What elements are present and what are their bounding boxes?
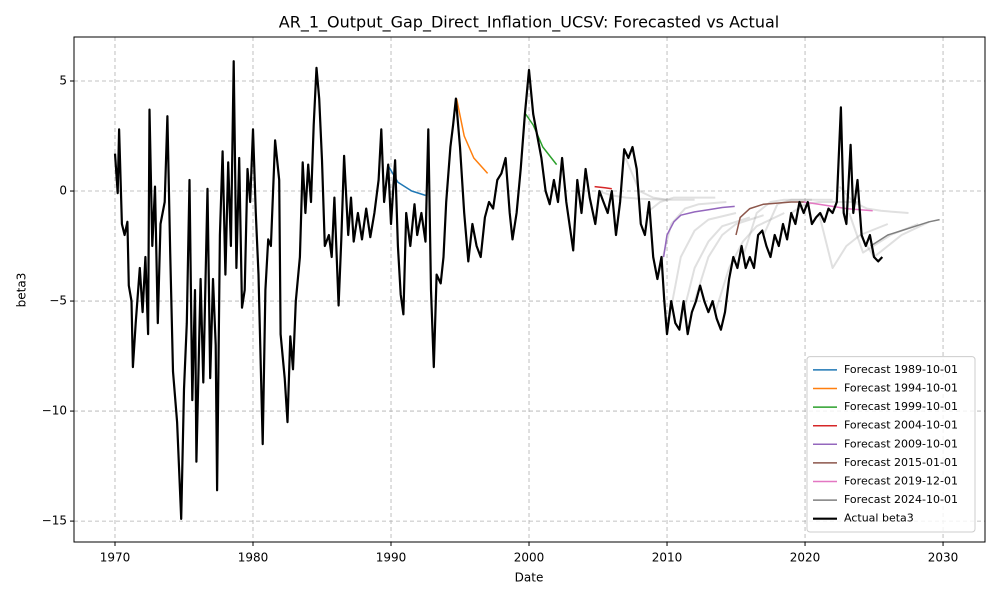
legend-label: Actual beta3 — [844, 512, 914, 525]
legend: Forecast 1989-10-01 Forecast 1994-10-01 Fo… — [806, 356, 976, 533]
background-forecast-line — [741, 198, 812, 258]
legend-box — [806, 356, 976, 533]
x-axis-label: Date — [515, 571, 544, 585]
chart-title: AR_1_Output_Gap_Direct_Inflation_UCSV: F… — [279, 13, 779, 33]
y-tick-label: 5 — [59, 74, 67, 88]
x-tick-label: 1990 — [376, 551, 407, 565]
x-tick-label: 1970 — [100, 551, 131, 565]
x-tick-label: 2000 — [514, 551, 545, 565]
series-line — [735, 201, 805, 236]
legend-label: Forecast 1994-10-01 — [844, 382, 958, 395]
background-forecast-line — [679, 216, 751, 324]
legend-label: Forecast 2009-10-01 — [844, 437, 958, 450]
y-tick-label: −5 — [49, 294, 67, 308]
series-line — [455, 98, 489, 174]
y-tick-label: −10 — [42, 404, 67, 418]
background-forecast-line — [762, 198, 833, 236]
series-line — [803, 201, 873, 212]
background-forecast-line — [597, 190, 668, 201]
x-tick-label: 2030 — [928, 551, 959, 565]
plot-frame — [73, 36, 986, 543]
legend-label: Forecast 1989-10-01 — [844, 363, 958, 376]
legend-label: Forecast 2019-12-01 — [844, 475, 958, 488]
series-line — [386, 164, 426, 197]
legend-label: Forecast 1999-10-01 — [844, 400, 958, 413]
x-tick-label: 2020 — [790, 551, 821, 565]
background-forecast-line — [714, 212, 785, 313]
background-forecast-line — [624, 157, 695, 201]
background-forecast-line — [645, 196, 716, 214]
series-line — [870, 218, 940, 247]
series-line — [662, 205, 735, 258]
legend-label: Forecast 2024-10-01 — [844, 493, 958, 506]
background-forecast-line — [859, 220, 930, 258]
background-forecast-line — [817, 212, 889, 269]
series-line — [594, 185, 612, 190]
x-tick-label: 1980 — [238, 551, 269, 565]
x-tick-label: 2010 — [652, 551, 683, 565]
legend-label: Forecast 2015-01-01 — [844, 456, 958, 469]
y-tick-label: 0 — [59, 184, 67, 198]
background-forecast-line — [693, 214, 764, 302]
series-line — [113, 60, 884, 520]
y-tick-label: −15 — [42, 514, 67, 528]
legend-label: Forecast 2004-10-01 — [844, 419, 958, 432]
background-forecast-line — [666, 212, 737, 330]
y-axis-label: beta3 — [15, 273, 29, 308]
